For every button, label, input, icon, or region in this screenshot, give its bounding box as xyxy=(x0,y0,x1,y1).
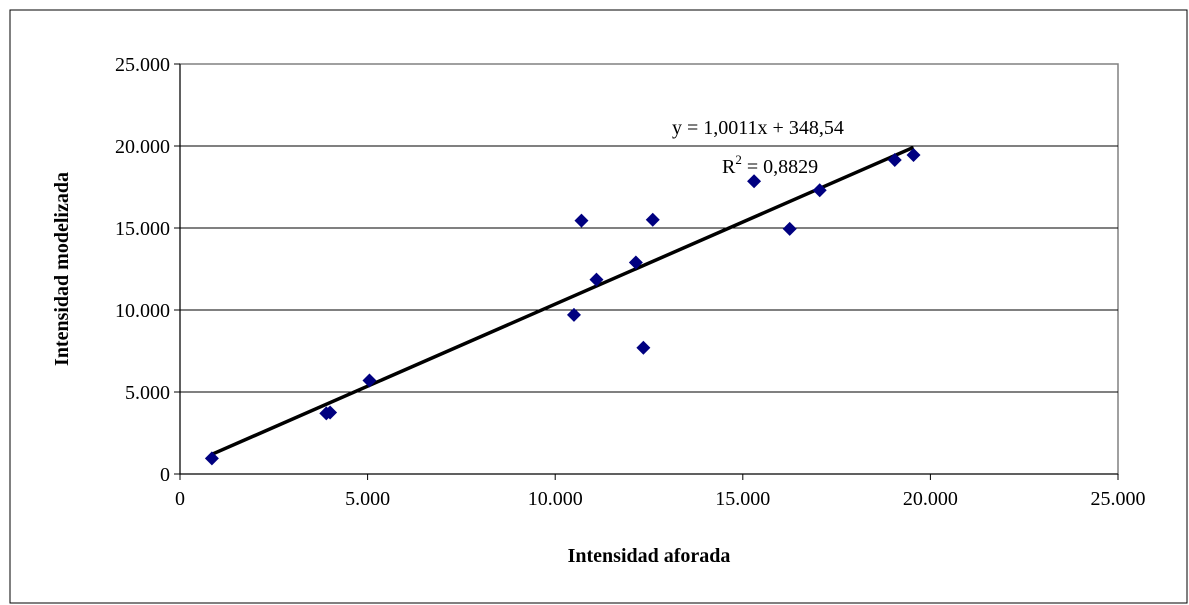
r-squared-prefix: R xyxy=(722,156,736,178)
data-point xyxy=(782,221,797,236)
data-points xyxy=(204,148,921,466)
data-point xyxy=(574,213,589,228)
y-tick-label: 25.000 xyxy=(115,54,170,76)
y-tick-label: 10.000 xyxy=(115,300,170,322)
data-point xyxy=(204,451,219,466)
data-point xyxy=(645,212,660,227)
data-point xyxy=(747,174,762,189)
gridlines xyxy=(180,145,1118,393)
y-tick-label: 15.000 xyxy=(115,218,170,240)
x-axis-title: Intensidad aforada xyxy=(568,545,731,567)
r-squared-label: R2 = 0,8829 xyxy=(722,152,818,178)
x-tick-label: 0 xyxy=(175,488,185,510)
data-point xyxy=(628,255,643,270)
plot-area xyxy=(179,63,1119,475)
data-point xyxy=(906,148,921,163)
x-tick-label: 10.000 xyxy=(528,488,583,510)
data-point xyxy=(812,183,827,198)
trendline-equation: y = 1,0011x + 348,54 xyxy=(672,117,844,139)
x-tick-label: 25.000 xyxy=(1091,488,1146,510)
y-axis-title: Intensidad modelizada xyxy=(51,172,73,366)
r-squared-superscript: 2 xyxy=(735,152,742,167)
y-tick-label: 0 xyxy=(160,464,170,486)
x-tick-label: 5.000 xyxy=(345,488,390,510)
x-axis-ticks: 0 5.000 10.000 15.000 20.000 25.000 xyxy=(175,474,1146,510)
data-point xyxy=(589,272,604,287)
r-squared-value: = 0,8829 xyxy=(742,156,818,178)
x-tick-label: 15.000 xyxy=(715,488,770,510)
x-tick-label: 20.000 xyxy=(903,488,958,510)
y-axis-ticks: 0 5.000 10.000 15.000 20.000 25.000 xyxy=(115,54,180,486)
data-point xyxy=(323,405,338,420)
trendline xyxy=(211,145,915,456)
data-point xyxy=(887,152,902,167)
data-point xyxy=(362,373,377,388)
data-point xyxy=(566,307,581,322)
y-tick-label: 5.000 xyxy=(125,382,170,404)
data-point xyxy=(636,340,651,355)
y-tick-label: 20.000 xyxy=(115,136,170,158)
